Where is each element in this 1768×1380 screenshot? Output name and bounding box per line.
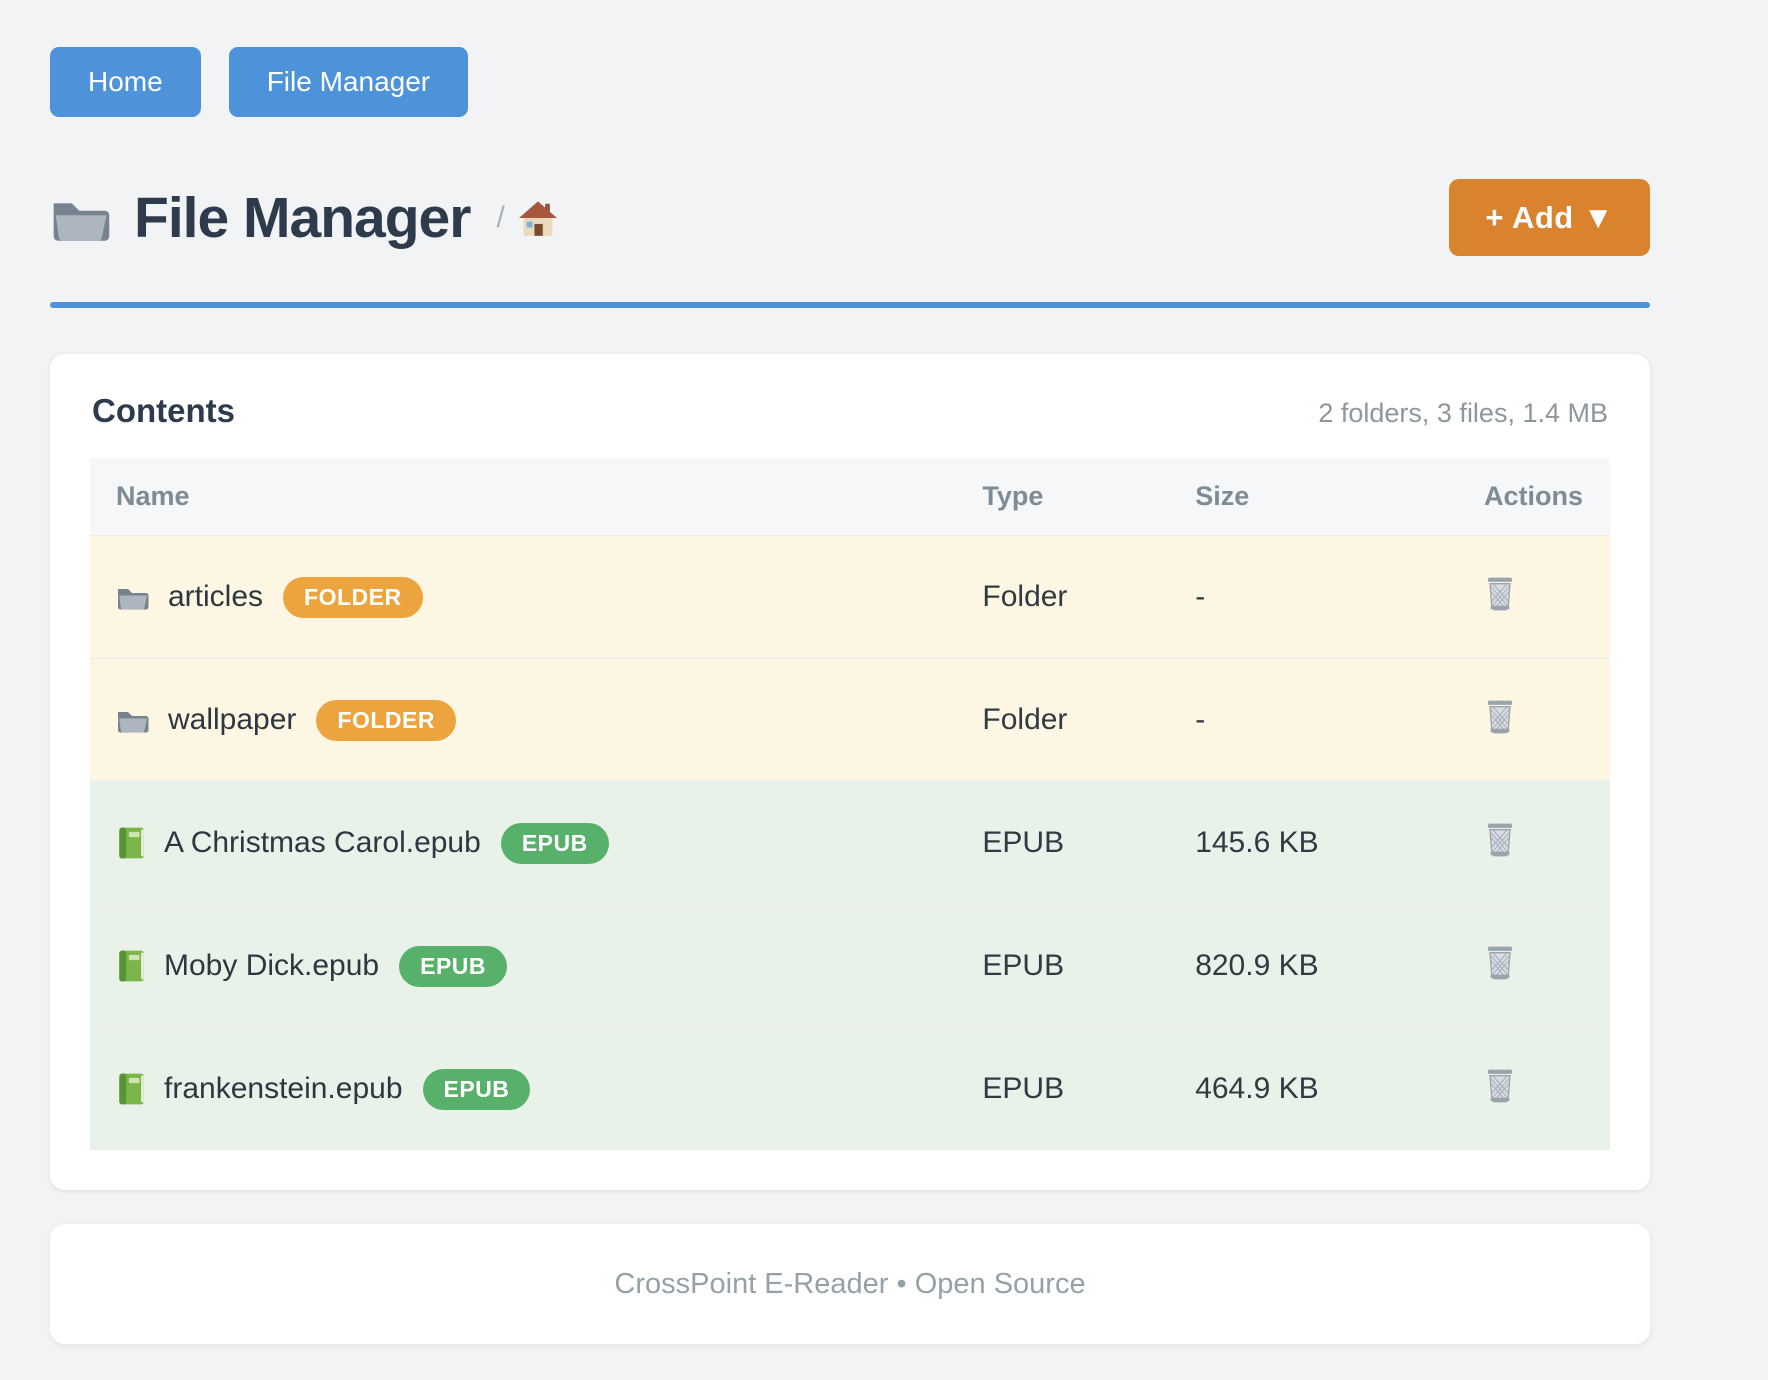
house-icon[interactable]: [518, 200, 557, 236]
page-header: File Manager / + Add ▼: [50, 179, 1650, 256]
folder-badge: FOLDER: [316, 699, 456, 741]
file-size: 820.9 KB: [1195, 949, 1319, 982]
file-type: Folder: [982, 580, 1068, 613]
folder-badge: FOLDER: [283, 576, 423, 618]
home-button[interactable]: Home: [50, 47, 201, 117]
file-table: Name Type Size Actions articles FOLDER: [90, 458, 1610, 1150]
trash-icon: [1484, 1066, 1516, 1107]
file-size: 145.6 KB: [1195, 826, 1319, 859]
page-title: File Manager: [134, 185, 471, 250]
table-row: Moby Dick.epub EPUB EPUB 820.9 KB: [90, 904, 1610, 1028]
top-nav: Home File Manager: [50, 47, 1650, 117]
trash-icon: [1484, 697, 1516, 738]
file-size: -: [1195, 703, 1206, 736]
file-name[interactable]: frankenstein.epub: [164, 1072, 403, 1105]
column-header-name: Name: [90, 458, 957, 536]
green-book-icon: [116, 1072, 146, 1106]
delete-button[interactable]: [1484, 820, 1516, 861]
delete-button[interactable]: [1484, 943, 1516, 984]
folder-icon: [116, 705, 150, 735]
header-divider: [50, 302, 1650, 308]
table-row: articles FOLDER Folder -: [90, 535, 1610, 659]
page: Home File Manager File Manager / + Add ▼…: [50, 0, 1650, 1344]
file-manager-button[interactable]: File Manager: [228, 47, 469, 117]
delete-button[interactable]: [1484, 1066, 1516, 1107]
file-name[interactable]: A Christmas Carol.epub: [164, 826, 481, 859]
epub-badge: EPUB: [422, 1068, 531, 1110]
file-type: Folder: [982, 703, 1068, 736]
contents-summary: 2 folders, 3 files, 1.4 MB: [1318, 398, 1608, 428]
green-book-icon: [116, 949, 146, 983]
file-type: EPUB: [982, 826, 1065, 859]
epub-badge: EPUB: [399, 945, 508, 987]
table-header-row: Name Type Size Actions: [90, 458, 1610, 536]
trash-icon: [1484, 820, 1516, 861]
column-header-type: Type: [956, 458, 1170, 536]
file-type: EPUB: [982, 949, 1065, 982]
trash-icon: [1484, 943, 1516, 984]
table-row: A Christmas Carol.epub EPUB EPUB 145.6 K…: [90, 781, 1610, 905]
delete-button[interactable]: [1484, 697, 1516, 738]
card-header: Contents 2 folders, 3 files, 1.4 MB: [90, 392, 1610, 430]
file-size: 464.9 KB: [1195, 1072, 1319, 1105]
folder-icon: [50, 192, 112, 244]
delete-button[interactable]: [1484, 574, 1516, 615]
file-name[interactable]: wallpaper: [168, 703, 297, 736]
file-name[interactable]: Moby Dick.epub: [164, 949, 380, 982]
folder-icon: [116, 582, 150, 612]
footer-text: CrossPoint E-Reader • Open Source: [614, 1267, 1086, 1300]
table-row: frankenstein.epub EPUB EPUB 464.9 KB: [90, 1027, 1610, 1150]
file-name[interactable]: articles: [168, 580, 264, 613]
breadcrumb-separator: /: [496, 200, 505, 234]
column-header-actions: Actions: [1457, 458, 1610, 536]
contents-heading: Contents: [92, 392, 235, 429]
column-header-size: Size: [1169, 458, 1458, 536]
trash-icon: [1484, 574, 1516, 615]
title-wrap: File Manager /: [50, 185, 557, 251]
epub-badge: EPUB: [500, 822, 609, 864]
contents-card: Contents 2 folders, 3 files, 1.4 MB Name…: [50, 354, 1650, 1190]
add-button[interactable]: + Add ▼: [1449, 179, 1650, 256]
table-row: wallpaper FOLDER Folder -: [90, 658, 1610, 782]
footer: CrossPoint E-Reader • Open Source: [50, 1224, 1650, 1344]
file-type: EPUB: [982, 1072, 1065, 1105]
green-book-icon: [116, 826, 146, 860]
file-size: -: [1195, 580, 1206, 613]
